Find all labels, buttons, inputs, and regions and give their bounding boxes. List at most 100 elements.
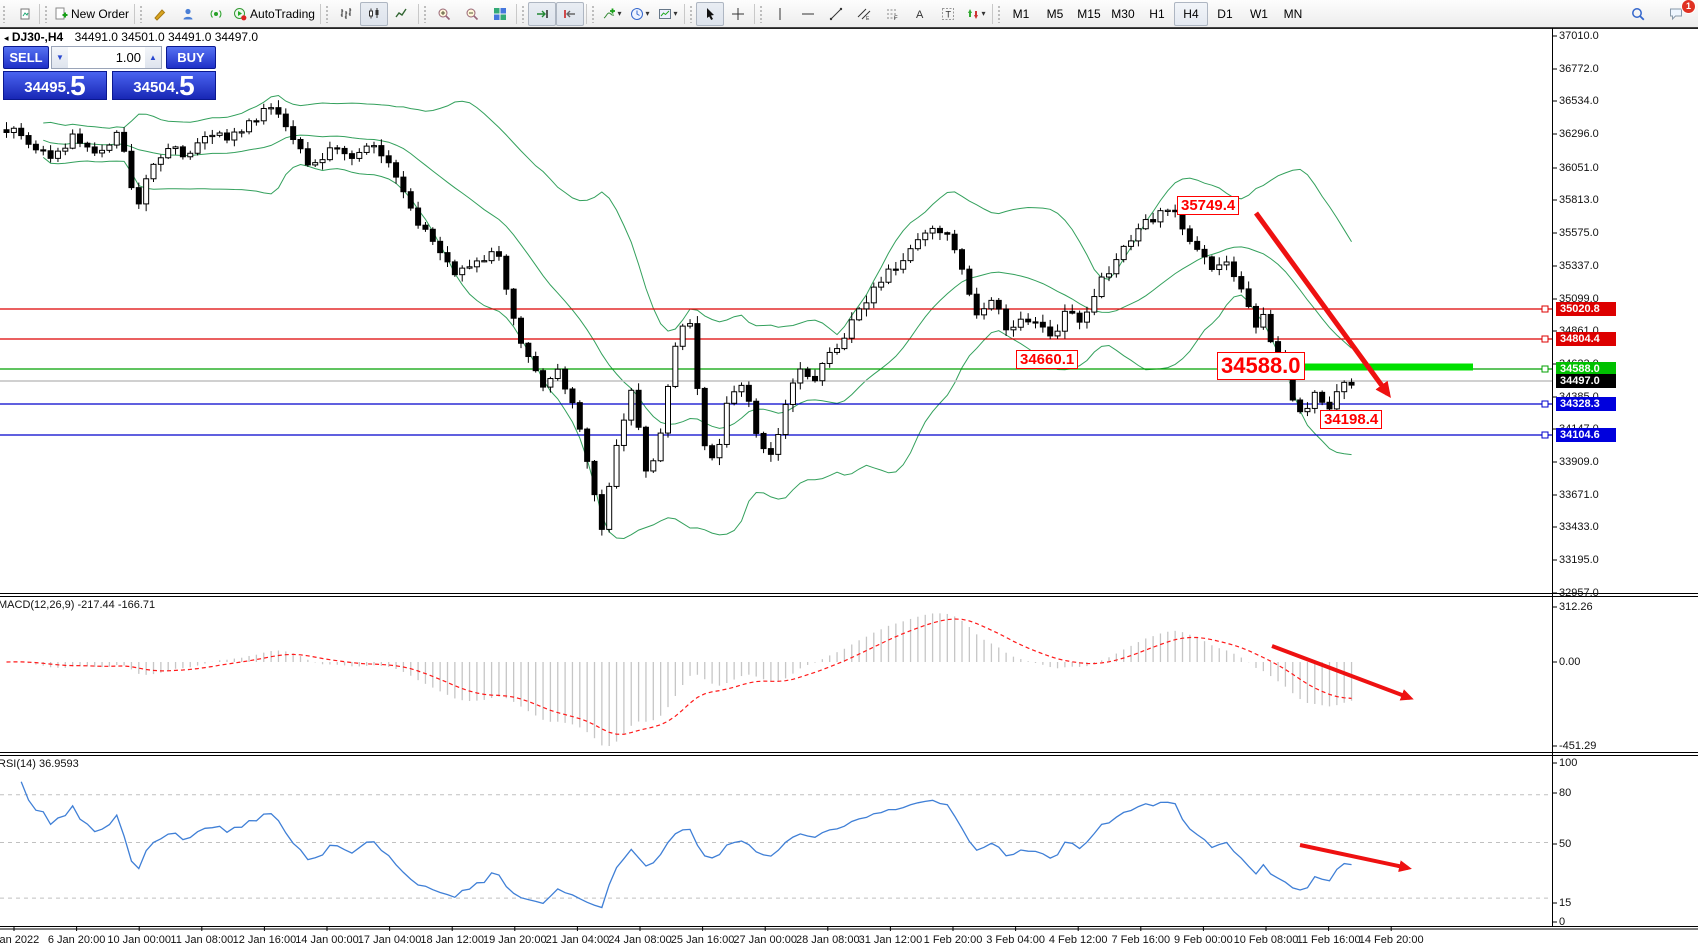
zoom-out-button[interactable] [458, 2, 486, 26]
timeframe-m15-button[interactable]: M15 [1077, 6, 1101, 21]
hline-handle[interactable] [1541, 365, 1549, 373]
bar-chart-icon [340, 7, 352, 19]
rsi-pane[interactable] [0, 757, 1552, 925]
time-axis-label: 11 Feb 16:00 [1296, 934, 1361, 946]
signals-icon[interactable] [202, 2, 230, 26]
tile-windows-icon [493, 7, 506, 20]
macd-pane[interactable] [0, 597, 1552, 752]
time-axis-label: 6 Jan 20:00 [47, 934, 106, 946]
indicators-button[interactable]: ▾ [598, 2, 626, 26]
buy-price-display[interactable]: 34504. 5 [112, 71, 216, 100]
cursor-button[interactable] [695, 1, 724, 26]
autotrading-button[interactable]: AutoTrading [230, 2, 318, 26]
sell-price-dec: 5 [70, 70, 86, 101]
time-axis-label: 11 Jan 08:00 [170, 934, 234, 946]
trend-arrow-3[interactable] [1299, 843, 1412, 873]
chart-window-icon [20, 8, 30, 19]
timeframe-w1-button[interactable]: W1 [1249, 6, 1268, 21]
highlight-level-segment[interactable] [1305, 363, 1473, 371]
hline-handle[interactable] [1541, 400, 1549, 408]
timeframe-mn-button[interactable]: MN [1283, 6, 1303, 21]
dropdown-arrow-icon[interactable]: ▾ [617, 9, 622, 18]
timeframe-m1-button[interactable]: M1 [1012, 6, 1030, 21]
toolbar-separator [515, 3, 517, 24]
candlestick-chart-icon [368, 7, 379, 18]
fibonacci-button[interactable]: F [878, 2, 906, 26]
new-order-icon [55, 7, 68, 19]
hline-handle[interactable] [1541, 335, 1549, 343]
expert-advisors-icon [154, 8, 166, 21]
timeframe-m30-button[interactable]: M30 [1111, 6, 1135, 21]
time-axis-label: 14 Feb 20:00 [1358, 934, 1424, 946]
dropdown-arrow-icon[interactable]: ▾ [981, 9, 986, 18]
timeframe-h4-button[interactable]: H4 [1173, 1, 1208, 26]
profile-icon[interactable] [174, 2, 202, 26]
time-axis-label: 7 Feb 16:00 [1111, 934, 1171, 946]
text-label-button[interactable]: T [934, 2, 962, 26]
expert-advisors-icon[interactable] [146, 2, 174, 26]
crosshair-button[interactable] [724, 2, 752, 26]
one-click-trading-panel: SELL ▼ ▲ BUY 34495.5 34504.5 [2, 45, 217, 101]
trend-arrow-1[interactable] [1253, 211, 1391, 399]
notifications-button[interactable]: 1 [1662, 0, 1696, 26]
rsi-axis-tick: 0 [1559, 916, 1566, 928]
arrow-objects-button[interactable]: ▾ [962, 2, 990, 26]
periods-button[interactable]: ▾ [626, 2, 654, 26]
price-axis-tick: 35575.0 [1559, 227, 1599, 239]
candlestick-chart-button[interactable] [359, 1, 388, 26]
toolbar-grip [422, 4, 428, 23]
text-button[interactable]: A [906, 2, 934, 26]
equidistant-channel-button[interactable]: E [850, 2, 878, 26]
volume-input[interactable] [68, 47, 145, 68]
hline-handle[interactable] [1541, 305, 1549, 313]
toolbar-separator [991, 3, 993, 24]
timeframe-h1-button[interactable]: H1 [1149, 6, 1165, 21]
volume-decrease-button[interactable]: ▼ [52, 47, 68, 68]
dropdown-arrow-icon[interactable]: ▾ [673, 9, 678, 18]
chart-shift-icon [564, 9, 575, 18]
toolbar-grip [996, 4, 1002, 23]
templates-button[interactable]: ▾ [654, 2, 682, 26]
price-annotation-34588.0[interactable]: 34588.0 [1217, 352, 1305, 380]
hline-handle[interactable] [1541, 431, 1549, 439]
buy-button[interactable]: BUY [166, 46, 216, 69]
trend-arrow-2[interactable] [1271, 644, 1414, 701]
time-axis-label: 27 Jan 00:00 [733, 934, 797, 946]
price-axis-tick: 32957.0 [1559, 587, 1599, 599]
price-axis-tick: 36534.0 [1559, 95, 1599, 107]
line-chart-button[interactable] [388, 2, 416, 26]
price-annotation-34660.1[interactable]: 34660.1 [1016, 350, 1079, 369]
auto-scroll-button[interactable] [527, 1, 556, 26]
search-button[interactable] [1624, 2, 1652, 26]
profile-icon [183, 8, 193, 19]
zoom-in-button[interactable] [430, 2, 458, 26]
chart-collapse-icon[interactable]: ◂ [4, 33, 9, 43]
volume-increase-button[interactable]: ▲ [145, 47, 161, 68]
time-axis-label: 10 Feb 08:00 [1233, 934, 1299, 946]
timeframe-m5-button[interactable]: M5 [1046, 6, 1064, 21]
time-axis-label: 28 Jan 08:00 [795, 934, 860, 946]
dropdown-arrow-icon[interactable]: ▾ [645, 9, 650, 18]
cursor-icon [706, 7, 714, 20]
new-order-button[interactable]: New Order [51, 2, 132, 26]
chart-shift-button[interactable] [555, 1, 584, 26]
price-tag-34588.0: 34588.0 [1556, 362, 1616, 376]
bar-chart-button[interactable] [332, 2, 360, 26]
time-axis-label: 9 Feb 00:00 [1174, 934, 1233, 946]
timeframe-d1-button[interactable]: D1 [1217, 6, 1233, 21]
horizontal-line-button[interactable] [794, 2, 822, 26]
trendline-button[interactable] [822, 2, 850, 26]
price-tag-35020.8: 35020.8 [1556, 302, 1616, 316]
sell-price-dot: . [65, 81, 71, 98]
chart-window-icon[interactable] [9, 2, 37, 26]
price-tag-34497.0: 34497.0 [1556, 374, 1616, 388]
price-annotation-35749.4[interactable]: 35749.4 [1177, 196, 1240, 215]
sell-price-display[interactable]: 34495. 5 [3, 71, 107, 100]
vertical-line-button[interactable] [766, 2, 794, 26]
price-annotation-34198.4[interactable]: 34198.4 [1320, 410, 1383, 429]
sell-button[interactable]: SELL [3, 46, 49, 69]
tile-windows-button[interactable] [486, 2, 514, 26]
main-chart-pane[interactable] [0, 29, 1552, 592]
time-axis-label: 17 Jan 04:00 [357, 934, 422, 946]
